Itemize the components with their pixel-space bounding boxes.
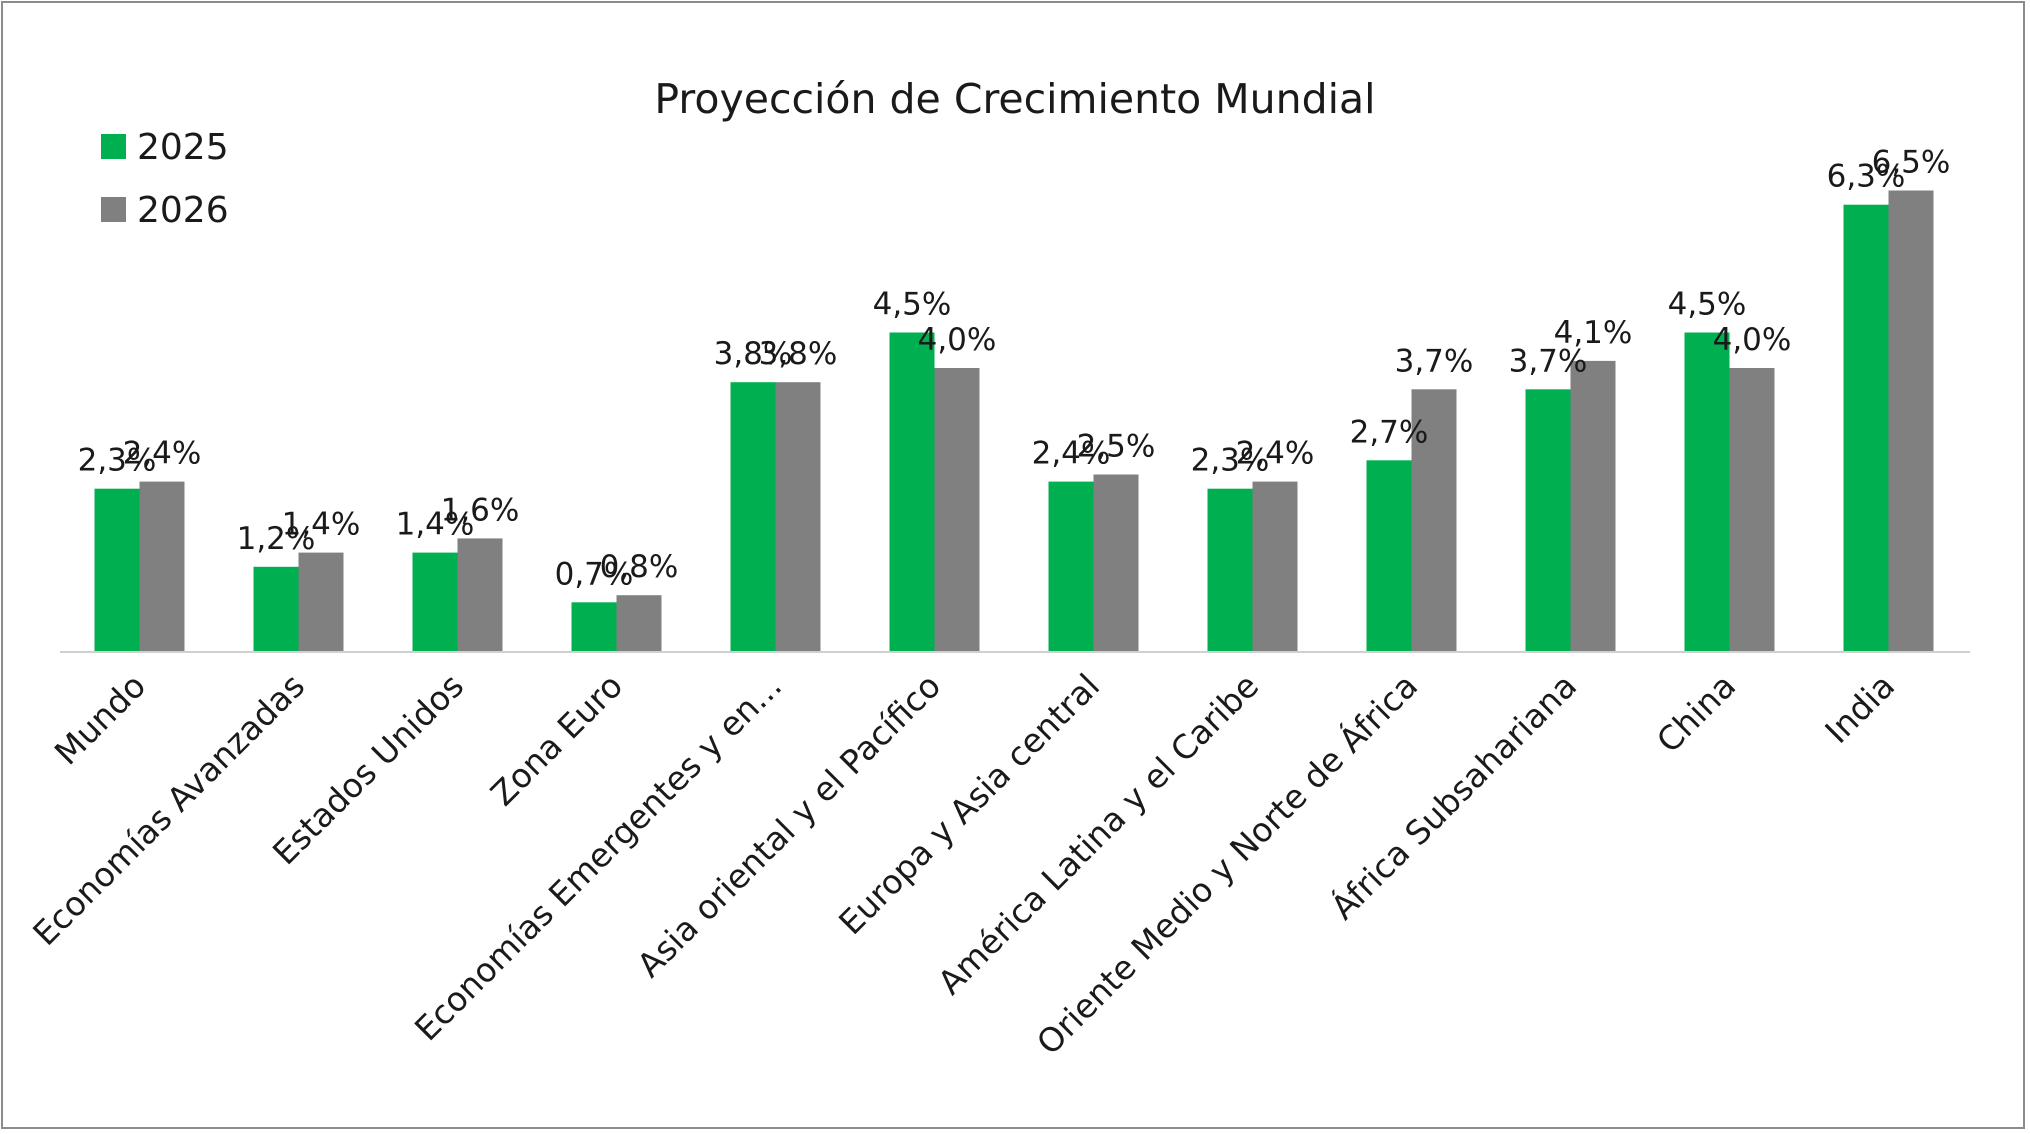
data-label-2025-6: 4,5%	[873, 287, 952, 323]
data-label-2025-3: 1,4%	[396, 507, 475, 543]
data-label-2026-2: 1,4%	[282, 507, 361, 543]
category-label-12: India	[1817, 666, 1902, 751]
data-label-2025-1: 2,3%	[78, 443, 157, 479]
legend: 2025 2026	[101, 127, 229, 231]
bar-2026-11	[1729, 368, 1775, 652]
bar-2025-10	[1525, 389, 1571, 652]
bar-2025-4	[571, 602, 617, 652]
bar-2026-12	[1888, 190, 1934, 652]
bar-2026-1	[139, 481, 185, 652]
bar-2025-3	[412, 552, 458, 652]
bars-group	[94, 190, 1934, 652]
bar-2026-2	[298, 552, 344, 652]
data-label-2025-8: 2,3%	[1191, 443, 1270, 479]
legend-label-2025: 2025	[137, 127, 229, 168]
bar-2026-8	[1252, 481, 1298, 652]
category-label-6: Asia oriental y el Pacífico	[629, 666, 948, 985]
data-label-2025-4: 0,7%	[555, 556, 634, 592]
data-label-2026-9: 3,7%	[1395, 343, 1474, 379]
data-label-2026-12: 6,5%	[1872, 145, 1951, 181]
data-labels-group: 2,3%2,4%1,2%1,4% 1,4%1,6%0,7%0,8%3,8%3,8%…	[78, 145, 1951, 593]
bar-2025-1	[94, 488, 140, 652]
data-label-2026-10: 4,1%	[1554, 315, 1633, 351]
category-label-8: América Latina y el Caribe	[930, 666, 1266, 1002]
bar-2025-5	[730, 382, 776, 652]
bar-2025-11	[1684, 332, 1730, 652]
bar-2026-6	[934, 368, 980, 652]
category-label-7: Europa y Asia central	[831, 666, 1107, 942]
legend-swatch-2025	[101, 134, 126, 159]
data-label-2025-5: 3,8%	[714, 336, 793, 372]
data-label-2026-1: 2,4%	[123, 436, 202, 472]
bar-2026-3	[457, 538, 503, 652]
data-label-2025-11: 4,5%	[1668, 287, 1747, 323]
bar-2025-6	[889, 332, 935, 652]
bar-2026-10	[1570, 360, 1616, 652]
bar-2025-9	[1366, 460, 1412, 652]
data-label-2026-7: 2,5%	[1077, 429, 1156, 465]
data-label-2026-5: 3,8%	[759, 336, 838, 372]
legend-label-2026: 2026	[137, 190, 229, 231]
bar-2025-2	[253, 566, 299, 652]
data-label-2025-9: 2,7%	[1350, 414, 1429, 450]
bar-2026-9	[1411, 389, 1457, 652]
data-label-2025-12: 6,3%	[1827, 159, 1906, 195]
bar-2026-5	[775, 382, 821, 652]
data-label-2025-10: 3,7%	[1509, 343, 1588, 379]
bar-2025-12	[1843, 204, 1889, 652]
category-label-4: Zona Euro	[483, 666, 630, 813]
bar-2025-7	[1048, 481, 1094, 652]
data-label-2025-7: 2,4%	[1032, 436, 1111, 472]
data-label-2026-4: 0,8%	[600, 549, 679, 585]
data-label-2026-11: 4,0%	[1713, 322, 1792, 358]
data-label-2026-8: 2,4%	[1236, 436, 1315, 472]
legend-swatch-2026	[101, 197, 126, 222]
data-label-2026-6: 4,0%	[918, 322, 997, 358]
bar-2025-8	[1207, 488, 1253, 652]
bar-2026-4	[616, 595, 662, 652]
data-label-2026-3: 1,6%	[441, 492, 520, 528]
chart-title: Proyección de Crecimiento Mundial	[654, 75, 1375, 123]
bar-2026-7	[1093, 474, 1139, 652]
category-label-2: Economías Avanzadas	[25, 666, 312, 953]
category-label-1: Mundo	[47, 666, 153, 772]
data-label-2025-2: 1,2%	[237, 521, 316, 557]
category-label-11: China	[1649, 666, 1743, 760]
